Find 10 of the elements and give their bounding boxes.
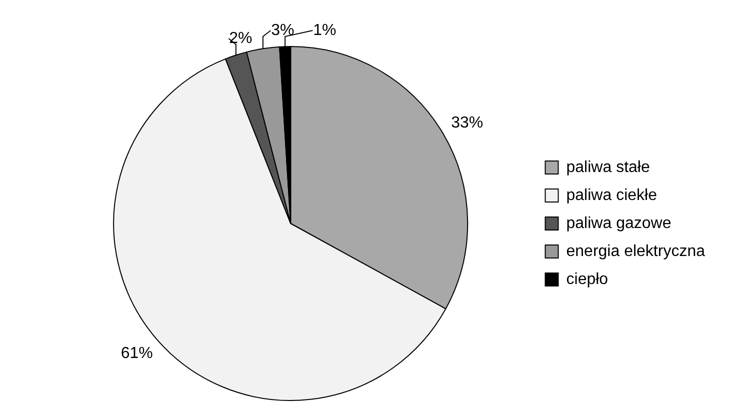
data-label: 2% [229,30,252,47]
legend-label: paliwa gazowe [566,214,672,232]
legend-label: energia elektryczna [566,242,706,260]
data-label: 3% [271,22,294,39]
data-label: 61% [120,345,153,362]
legend-label: paliwa stałe [566,158,650,176]
legend-label: paliwa ciekłe [566,186,658,204]
data-label: 33% [451,114,484,132]
data-label: 1% [313,22,336,39]
legend-label: ciepło [566,270,608,288]
